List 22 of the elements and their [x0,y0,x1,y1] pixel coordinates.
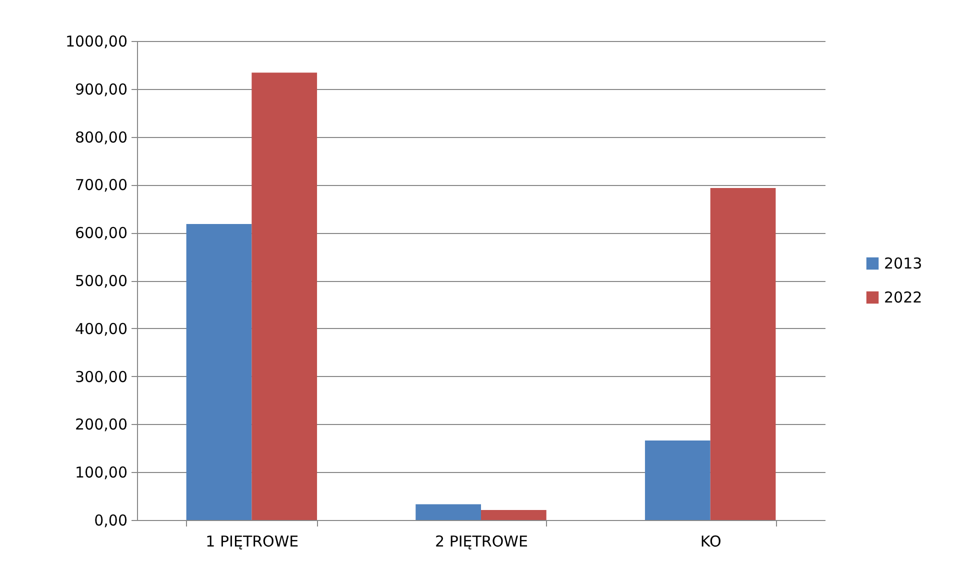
bar [481,510,546,520]
bar [186,224,252,520]
legend-label: 2022 [884,288,922,306]
y-tick-label: 0,00 [94,512,128,530]
bar [710,188,776,520]
bar [252,72,318,520]
y-tick-label: 300,00 [75,368,128,386]
y-tick-label: 1000,00 [65,32,128,50]
bar [416,504,481,520]
y-tick-label: 400,00 [75,320,128,338]
legend-label: 2013 [884,254,922,272]
y-tick-label: 100,00 [75,464,128,482]
y-tick-label: 600,00 [75,224,128,242]
x-tick-label: 1 PIĘTROWE [206,532,299,550]
y-tick-label: 200,00 [75,416,128,434]
y-tick-label: 800,00 [75,128,128,146]
bar [644,440,710,520]
x-tick-label: KO [700,532,722,550]
x-tick-label: 2 PIĘTROWE [435,532,528,550]
y-tick-label: 500,00 [75,272,128,290]
y-tick-label: 900,00 [75,80,128,98]
y-tick-label: 700,00 [75,176,128,194]
